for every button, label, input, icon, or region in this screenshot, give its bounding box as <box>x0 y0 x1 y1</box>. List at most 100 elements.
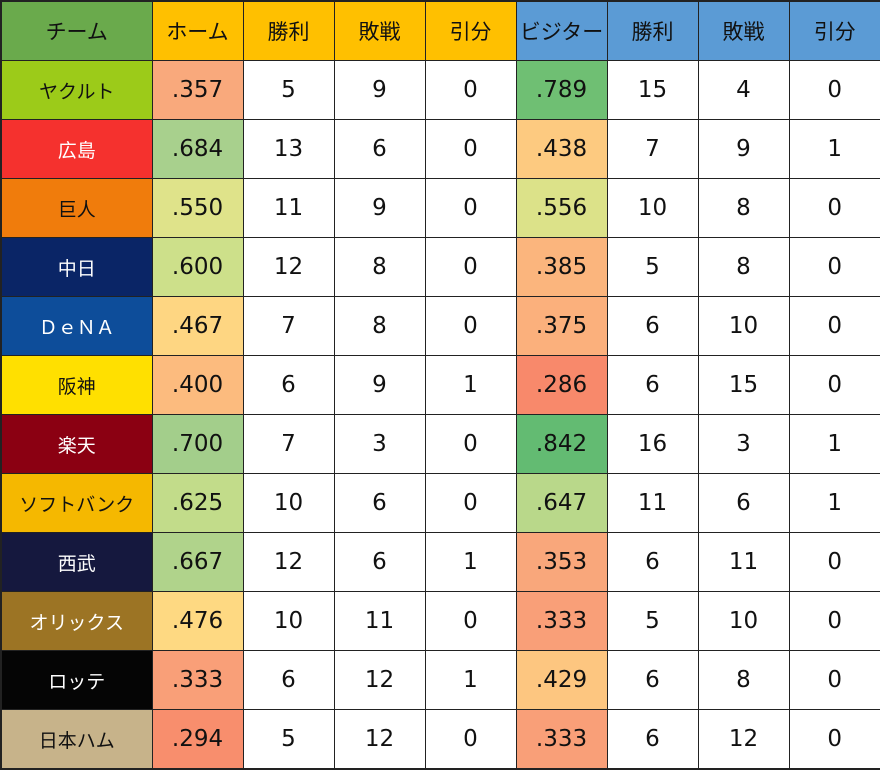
home-pct-cell: .625 <box>151 473 244 533</box>
visitor-pct-cell: .333 <box>515 591 608 651</box>
table-row: 巨人 .550 11 9 0.556 10 8 0 <box>0 178 880 238</box>
home-pct-cell: .476 <box>151 591 244 651</box>
home-wins-cell: 10 <box>242 591 335 651</box>
home-draws-header: 引分 <box>424 0 517 61</box>
team-cell: 巨人 <box>0 178 153 238</box>
home-losses-cell: 6 <box>333 532 426 592</box>
home-draws-cell: 1 <box>424 532 517 592</box>
visitor-draws-cell: 0 <box>788 709 880 770</box>
header-row: チーム ホーム 勝利 敗戦 引分 ビジター 勝利 敗戦 引分 <box>0 0 880 61</box>
home-wins-cell: 5 <box>242 709 335 770</box>
table-row: オリックス .476 10 11 0.333 5 10 0 <box>0 591 880 651</box>
home-draws-cell: 0 <box>424 473 517 533</box>
home-draws-cell: 0 <box>424 178 517 238</box>
visitor-losses-cell: 8 <box>697 650 790 710</box>
home-losses-cell: 9 <box>333 355 426 415</box>
visitor-losses-cell: 6 <box>697 473 790 533</box>
home-draws-cell: 1 <box>424 650 517 710</box>
visitor-draws-cell: 0 <box>788 532 880 592</box>
table-row: 阪神 .400 6 9 1.286 6 15 0 <box>0 355 880 415</box>
home-losses-cell: 6 <box>333 119 426 179</box>
team-cell: ヤクルト <box>0 60 153 120</box>
table-row: ヤクルト .357 5 9 0.789 15 4 0 <box>0 60 880 120</box>
visitor-losses-cell: 8 <box>697 237 790 297</box>
team-cell: 中日 <box>0 237 153 297</box>
visitor-losses-header: 敗戦 <box>697 0 790 61</box>
home-wins-cell: 7 <box>242 296 335 356</box>
home-draws-cell: 0 <box>424 414 517 474</box>
visitor-draws-cell: 0 <box>788 650 880 710</box>
home-pct-cell: .684 <box>151 119 244 179</box>
team-header: チーム <box>0 0 153 61</box>
visitor-draws-cell: 1 <box>788 414 880 474</box>
home-losses-cell: 9 <box>333 178 426 238</box>
home-losses-cell: 3 <box>333 414 426 474</box>
visitor-losses-cell: 4 <box>697 60 790 120</box>
visitor-draws-cell: 0 <box>788 355 880 415</box>
home-draws-cell: 0 <box>424 591 517 651</box>
team-cell: ＤｅＮＡ <box>0 296 153 356</box>
team-cell: ソフトバンク <box>0 473 153 533</box>
team-cell: オリックス <box>0 591 153 651</box>
home-losses-cell: 11 <box>333 591 426 651</box>
visitor-losses-cell: 10 <box>697 296 790 356</box>
visitor-losses-cell: 11 <box>697 532 790 592</box>
home-losses-cell: 8 <box>333 296 426 356</box>
visitor-pct-cell: .385 <box>515 237 608 297</box>
visitor-wins-cell: 6 <box>606 650 699 710</box>
visitor-pct-header: ビジター <box>515 0 608 61</box>
home-wins-cell: 10 <box>242 473 335 533</box>
home-wins-cell: 6 <box>242 355 335 415</box>
home-pct-cell: .667 <box>151 532 244 592</box>
visitor-draws-cell: 0 <box>788 296 880 356</box>
home-pct-cell: .700 <box>151 414 244 474</box>
visitor-losses-cell: 12 <box>697 709 790 770</box>
visitor-wins-cell: 6 <box>606 355 699 415</box>
table-row: 楽天 .700 7 3 0.842 16 3 1 <box>0 414 880 474</box>
home-pct-cell: .600 <box>151 237 244 297</box>
visitor-wins-cell: 5 <box>606 237 699 297</box>
visitor-wins-cell: 6 <box>606 709 699 770</box>
home-losses-cell: 6 <box>333 473 426 533</box>
visitor-pct-cell: .842 <box>515 414 608 474</box>
home-pct-header: ホーム <box>151 0 244 61</box>
home-wins-cell: 12 <box>242 532 335 592</box>
visitor-wins-cell: 6 <box>606 532 699 592</box>
home-wins-cell: 5 <box>242 60 335 120</box>
visitor-losses-cell: 10 <box>697 591 790 651</box>
visitor-pct-cell: .353 <box>515 532 608 592</box>
table-row: ＤｅＮＡ .467 7 8 0.375 6 10 0 <box>0 296 880 356</box>
home-pct-cell: .467 <box>151 296 244 356</box>
home-pct-cell: .294 <box>151 709 244 770</box>
visitor-wins-cell: 5 <box>606 591 699 651</box>
home-wins-cell: 12 <box>242 237 335 297</box>
team-cell: 楽天 <box>0 414 153 474</box>
home-wins-cell: 6 <box>242 650 335 710</box>
visitor-wins-header: 勝利 <box>606 0 699 61</box>
visitor-wins-cell: 7 <box>606 119 699 179</box>
visitor-wins-cell: 6 <box>606 296 699 356</box>
table-row: ロッテ .333 6 12 1.429 6 8 0 <box>0 650 880 710</box>
visitor-draws-cell: 0 <box>788 237 880 297</box>
home-wins-header: 勝利 <box>242 0 335 61</box>
home-draws-cell: 0 <box>424 296 517 356</box>
home-losses-cell: 12 <box>333 709 426 770</box>
visitor-draws-cell: 1 <box>788 473 880 533</box>
home-losses-cell: 8 <box>333 237 426 297</box>
home-pct-cell: .400 <box>151 355 244 415</box>
visitor-pct-cell: .375 <box>515 296 608 356</box>
visitor-draws-cell: 0 <box>788 60 880 120</box>
home-draws-cell: 0 <box>424 709 517 770</box>
home-pct-cell: .550 <box>151 178 244 238</box>
home-losses-header: 敗戦 <box>333 0 426 61</box>
team-cell: 阪神 <box>0 355 153 415</box>
home-draws-cell: 0 <box>424 237 517 297</box>
visitor-pct-cell: .647 <box>515 473 608 533</box>
visitor-wins-cell: 15 <box>606 60 699 120</box>
visitor-pct-cell: .333 <box>515 709 608 770</box>
table-row: ソフトバンク .625 10 6 0.647 11 6 1 <box>0 473 880 533</box>
visitor-draws-cell: 0 <box>788 178 880 238</box>
team-cell: ロッテ <box>0 650 153 710</box>
home-wins-cell: 13 <box>242 119 335 179</box>
